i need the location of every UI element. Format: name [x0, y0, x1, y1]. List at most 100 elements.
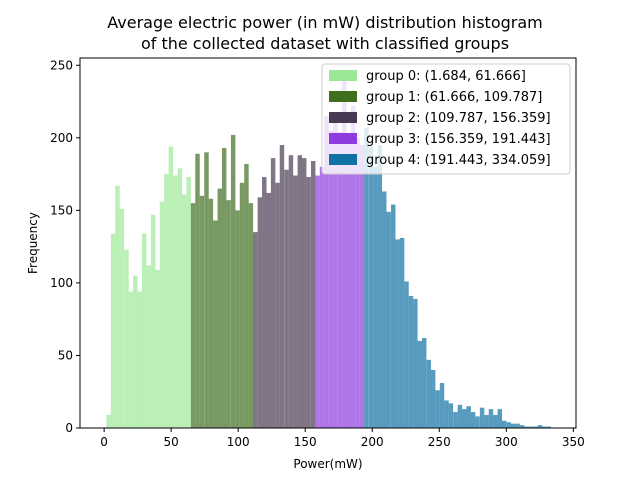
histogram-bar [306, 176, 311, 428]
histogram-bar [270, 158, 276, 428]
x-tick-label: 50 [164, 435, 179, 449]
histogram-bar [279, 145, 285, 428]
x-tick-label: 200 [361, 435, 384, 449]
histogram-bar [239, 182, 245, 428]
histogram-bar [346, 142, 351, 428]
histogram-bar [333, 118, 338, 429]
histogram-bar [399, 237, 405, 428]
legend-label: group 0: (1.684, 61.666] [366, 69, 526, 84]
histogram-bar [519, 425, 525, 428]
histogram-bar [510, 423, 516, 428]
histogram-bar [506, 422, 512, 428]
x-tick-label: 300 [495, 435, 518, 449]
histogram-bar [417, 340, 422, 428]
histogram-bar [386, 211, 391, 428]
histogram-bar [479, 407, 485, 428]
y-axis-label: Frequency [26, 212, 40, 274]
histogram-bar [150, 214, 156, 428]
x-axis-ticks: 0 50 100 150 200 250 300 350 [100, 428, 585, 449]
histogram-bar [177, 168, 183, 428]
histogram-bar [453, 412, 458, 428]
histogram-bar [284, 169, 289, 428]
histogram-bar [395, 239, 400, 428]
histogram-bar [439, 383, 445, 428]
histogram-bar [373, 166, 378, 428]
histogram-bar [421, 338, 427, 428]
legend-label: group 2: (109.787, 156.359] [366, 111, 551, 126]
histogram-bar [301, 158, 307, 428]
histogram-bar [448, 403, 454, 428]
histogram-bar [319, 166, 325, 428]
histogram-bar [173, 175, 178, 428]
y-tick-label: 200 [50, 131, 73, 145]
histogram-bar [444, 400, 449, 428]
histogram-bar [226, 200, 231, 428]
histogram-bar [262, 176, 267, 428]
histogram-bar [164, 174, 169, 428]
histogram-bar [115, 185, 120, 428]
histogram-bar [310, 161, 316, 429]
legend-label: group 4: (191.443, 334.059] [366, 153, 551, 168]
histogram-bar [213, 220, 218, 428]
histogram-bar [208, 198, 214, 428]
legend-label: group 3: (156.359, 191.443] [366, 132, 551, 147]
histogram-bar [235, 210, 240, 428]
histogram-bar [110, 233, 116, 428]
legend-frame [321, 63, 571, 175]
x-tick-label: 250 [428, 435, 451, 449]
histogram-bar [497, 409, 503, 428]
histogram-bars [106, 79, 551, 429]
histogram-bar [466, 406, 471, 428]
histogram-bar [542, 426, 547, 428]
histogram-bar [413, 298, 418, 428]
y-tick-label: 150 [50, 203, 73, 217]
histogram-bar [350, 105, 356, 428]
histogram-bar [217, 188, 222, 428]
histogram-bar [106, 414, 111, 428]
y-axis-ticks: 0 50 100 150 200 250 [50, 58, 80, 435]
histogram-bar [546, 426, 551, 428]
histogram-bar [190, 203, 196, 428]
histogram-bar [128, 291, 134, 428]
histogram-bar [493, 414, 498, 428]
chart-title-line1: Average electric power (in mW) distribut… [107, 13, 542, 32]
histogram-bar [244, 163, 249, 428]
histogram-bar [275, 182, 280, 428]
histogram-bar [146, 265, 151, 428]
histogram-bar [528, 426, 534, 428]
histogram-bar [430, 369, 436, 428]
histogram-bar [475, 416, 480, 428]
histogram-bar [462, 409, 467, 428]
histogram-bar [368, 146, 374, 428]
histogram-bar [288, 155, 294, 428]
histogram-bar [328, 130, 334, 429]
histogram-bar [533, 426, 538, 428]
histogram-bar [342, 79, 347, 428]
histogram-bar [257, 197, 263, 428]
histogram-bar [248, 203, 254, 428]
histogram-bar [137, 291, 142, 428]
histogram-bar [204, 152, 209, 428]
histogram-bar [457, 404, 463, 428]
y-tick-label: 250 [50, 58, 73, 72]
x-tick-label: 350 [562, 435, 585, 449]
histogram-bar [364, 127, 369, 428]
x-tick-label: 0 [100, 435, 108, 449]
histogram-bar [404, 281, 409, 428]
histogram-bar [484, 414, 489, 428]
histogram-bar [159, 201, 165, 428]
chart-title-line2: of the collected dataset with classified… [141, 34, 509, 53]
histogram-bar [488, 409, 494, 428]
histogram-bar [119, 208, 125, 428]
histogram-bar [155, 269, 160, 428]
histogram-bar [221, 147, 227, 428]
histogram-bar [199, 195, 205, 428]
histogram-bar [297, 155, 303, 428]
legend-swatch [329, 133, 357, 144]
legend-swatch [329, 70, 357, 81]
histogram-bar [377, 145, 383, 428]
histogram-bar [124, 249, 129, 428]
histogram-bar [230, 134, 236, 428]
histogram-bar [359, 145, 365, 428]
